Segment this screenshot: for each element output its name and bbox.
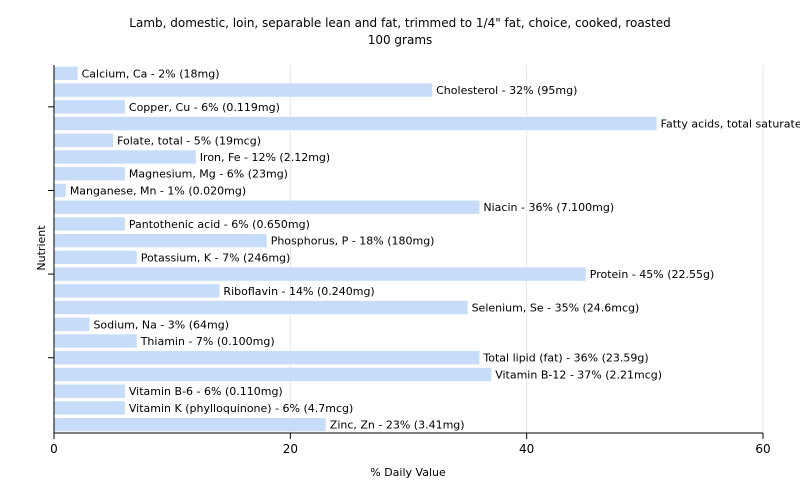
bar-label: Vitamin B-6 - 6% (0.110mg)	[129, 385, 283, 398]
bar-label: Niacin - 36% (7.100mg)	[483, 201, 614, 214]
bar	[54, 200, 480, 214]
x-tick-label: 60	[755, 442, 770, 456]
bar-label: Riboflavin - 14% (0.240mg)	[223, 285, 374, 298]
bar	[54, 250, 137, 265]
bar-label: Pantothenic acid - 6% (0.650mg)	[129, 218, 310, 231]
bar	[54, 83, 433, 97]
bar	[54, 367, 492, 382]
bar	[54, 100, 125, 114]
x-axis-title: % Daily Value	[370, 466, 446, 479]
bar	[54, 167, 125, 181]
x-tick-label: 0	[50, 442, 58, 456]
bar	[54, 150, 196, 164]
bars	[54, 66, 657, 432]
bar-label: Magnesium, Mg - 6% (23mg)	[129, 168, 288, 181]
bar	[54, 284, 220, 298]
bar-label: Total lipid (fat) - 36% (23.59g)	[482, 352, 648, 365]
bar-label: Manganese, Mn - 1% (0.020mg)	[70, 184, 246, 197]
bar-label: Potassium, K - 7% (246mg)	[141, 251, 291, 264]
chart-subtitle: 100 grams	[367, 33, 433, 47]
bar-label: Fatty acids, total saturated - 51% (10.2…	[661, 118, 800, 131]
bar	[54, 334, 137, 348]
bar	[54, 401, 125, 415]
bar-label: Folate, total - 5% (19mcg)	[117, 134, 261, 147]
bar-label: Sodium, Na - 3% (64mg)	[93, 318, 229, 331]
bar	[54, 417, 326, 432]
bar	[54, 183, 66, 198]
chart-title: Lamb, domestic, loin, separable lean and…	[129, 16, 671, 30]
bar-label: Vitamin K (phylloquinone) - 6% (4.7mcg)	[129, 402, 353, 415]
bar	[54, 133, 114, 147]
bar-label: Cholesterol - 32% (95mg)	[436, 84, 577, 97]
bar	[54, 66, 78, 81]
bar	[54, 233, 267, 248]
bar-label: Vitamin B-12 - 37% (2.21mcg)	[495, 368, 662, 381]
bar-label: Calcium, Ca - 2% (18mg)	[82, 67, 220, 80]
x-tick-label: 20	[283, 442, 298, 456]
bar-label: Protein - 45% (22.55g)	[590, 268, 715, 281]
bar-label: Selenium, Se - 35% (24.6mcg)	[472, 302, 640, 315]
bar	[54, 384, 125, 398]
bar	[54, 300, 468, 315]
bar	[54, 317, 90, 331]
bar	[54, 267, 586, 281]
axes: 0 20 40 60	[48, 65, 771, 456]
x-tick-label: 40	[519, 442, 534, 456]
bar-label: Copper, Cu - 6% (0.119mg)	[129, 101, 280, 114]
bar-label: Zinc, Zn - 23% (3.41mg)	[330, 419, 465, 432]
bar-label: Iron, Fe - 12% (2.12mg)	[200, 151, 330, 164]
bar	[54, 217, 125, 231]
bar-labels: Calcium, Ca - 2% (18mg) Cholesterol - 32%…	[70, 67, 800, 431]
bar	[54, 116, 657, 131]
y-axis-title: Nutrient	[35, 225, 48, 271]
bar-label: Phosphorus, P - 18% (180mg)	[271, 235, 435, 248]
bar	[54, 351, 480, 365]
bar-label: Thiamin - 7% (0.100mg)	[140, 335, 275, 348]
